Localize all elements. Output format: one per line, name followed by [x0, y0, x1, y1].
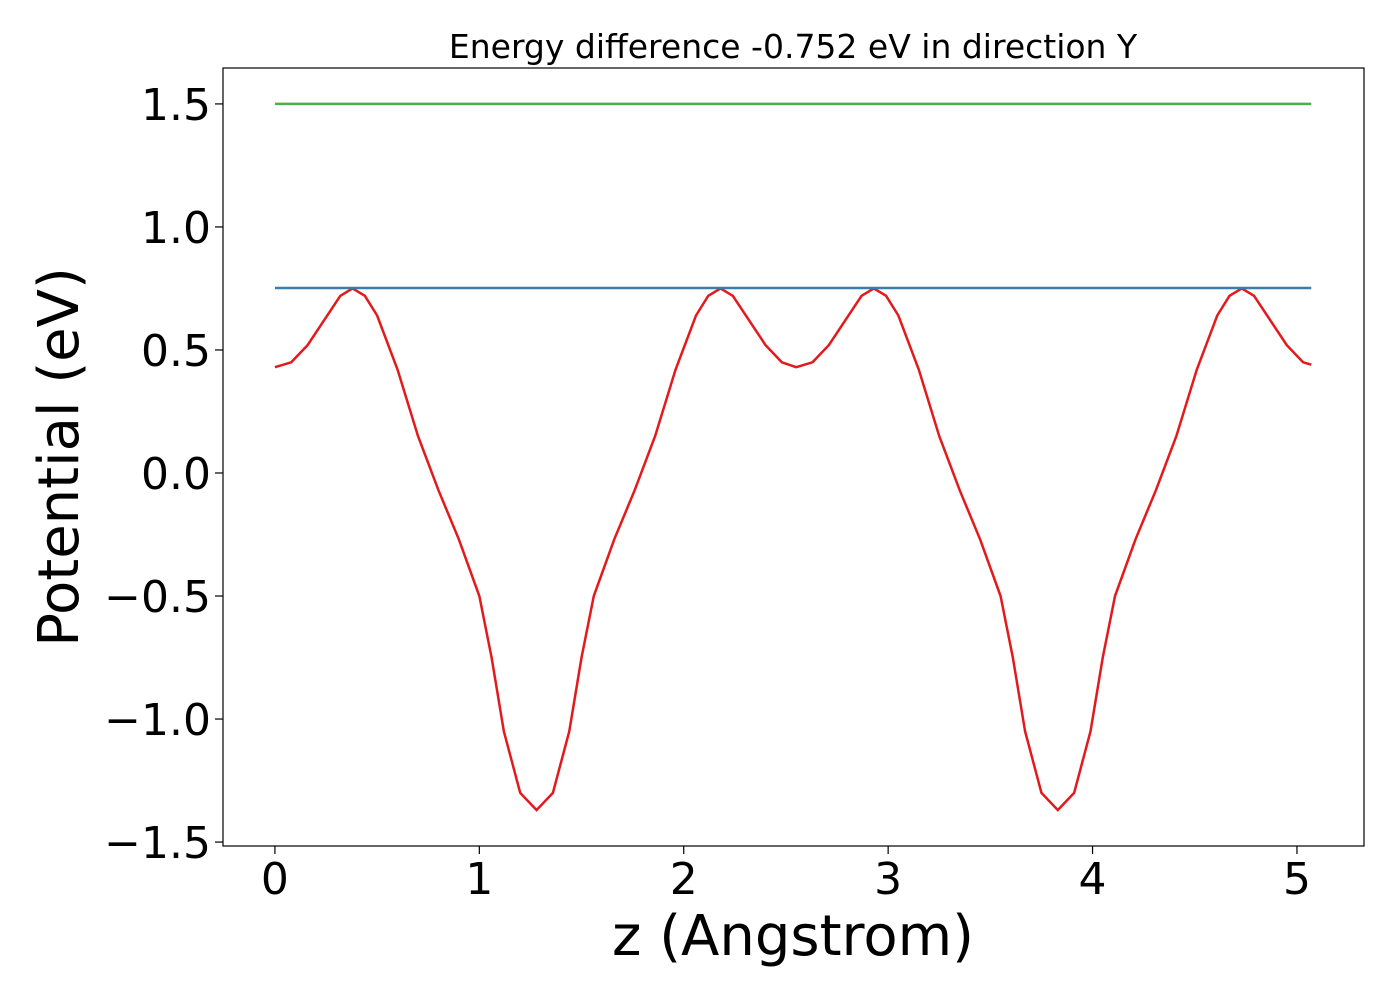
y-tick-label: 1.5 [141, 80, 211, 131]
chart-title: Energy difference -0.752 eV in direction… [449, 27, 1138, 66]
x-tick-label: 5 [1283, 854, 1311, 905]
y-axis-label: Potential (eV) [27, 267, 92, 647]
x-tick-label: 4 [1079, 854, 1107, 905]
x-axis-label: z (Angstrom) [612, 904, 974, 969]
y-tick-label: −1.5 [104, 818, 211, 869]
x-tick-label: 1 [465, 854, 493, 905]
y-tick-label: −0.5 [104, 572, 211, 623]
x-tick-label: 0 [261, 854, 289, 905]
x-tick-label: 2 [670, 854, 698, 905]
y-tick-label: 1.0 [141, 203, 211, 254]
y-tick-label: 0.5 [141, 326, 211, 377]
x-tick-label: 3 [874, 854, 902, 905]
plot-frame [222, 67, 1365, 847]
y-tick-label: 0.0 [141, 449, 211, 500]
y-tick-label: −1.0 [104, 695, 211, 746]
line-series [274, 286, 1312, 812]
